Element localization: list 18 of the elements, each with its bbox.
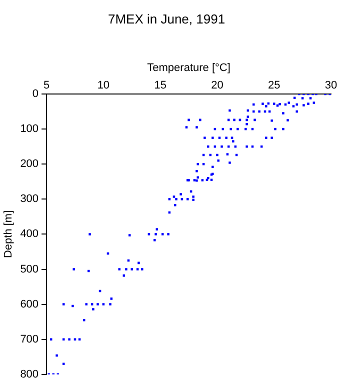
x-tick-label: 5 xyxy=(43,79,50,92)
y-tick-label: 0 xyxy=(32,88,39,100)
y-tick-label: 200 xyxy=(20,158,39,170)
x-tick-label: 25 xyxy=(268,79,280,92)
y-tick-label: 500 xyxy=(20,263,39,276)
x-axis-title: Temperature [°C] xyxy=(147,62,230,74)
x-tick-label: 15 xyxy=(154,79,166,92)
y-tick-label: 100 xyxy=(20,123,39,136)
y-axis-title: Depth [m] xyxy=(2,210,15,258)
x-tick-label: 20 xyxy=(211,79,224,92)
y-tick-label: 600 xyxy=(20,298,39,310)
y-tick-label: 300 xyxy=(20,193,39,206)
y-tick-label: 700 xyxy=(20,333,39,346)
x-tick-label: 10 xyxy=(97,79,110,92)
x-tick-label: 30 xyxy=(324,79,338,92)
y-tick-label: 800 xyxy=(20,368,39,380)
y-tick-label: 400 xyxy=(20,228,39,240)
chart-title: 7MEX in June, 1991 xyxy=(108,11,226,26)
